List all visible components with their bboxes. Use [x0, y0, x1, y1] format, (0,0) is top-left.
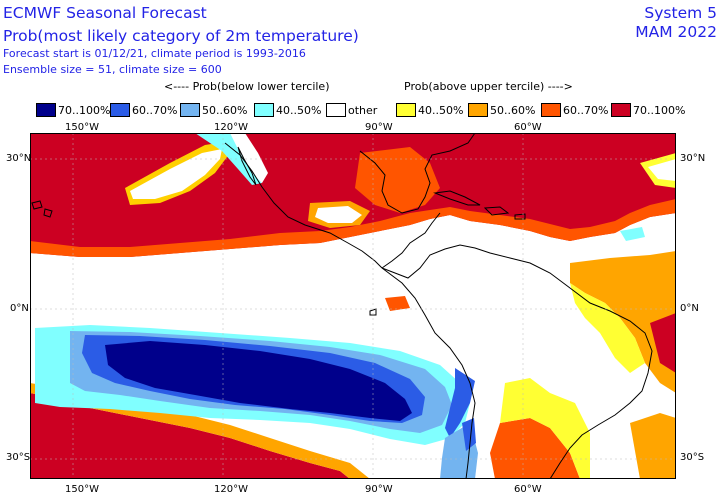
legend-label: 60..70% [563, 103, 609, 117]
system-label: System 5 [644, 4, 717, 22]
legend-label: 70..100% [633, 103, 686, 117]
legend-item: 60..70% [110, 102, 177, 118]
legend-label: other [348, 103, 378, 117]
ensemble-info: Ensemble size = 51, climate size = 600 [3, 63, 222, 76]
mexico-coast-cool [195, 133, 262, 185]
peru-coast-cold [445, 368, 475, 438]
probability-map [30, 133, 676, 479]
legend-swatch [326, 103, 346, 117]
legend-item: 50..60% [180, 102, 247, 118]
lon-label-top: 120°W [214, 122, 248, 133]
below-tercile-caption: <---- Prob(below lower tercile) [164, 80, 330, 93]
map-subtitle: Prob(most likely category of 2m temperat… [3, 27, 359, 45]
south-pacific-warm [30, 393, 350, 479]
atlantic-cool-spot [620, 227, 645, 241]
legend-item: other [326, 102, 377, 118]
legend-item: 40..50% [254, 102, 321, 118]
lon-label-top: 90°W [365, 122, 393, 133]
map-frame [30, 133, 676, 479]
lat-label-right: 0°N [680, 303, 699, 314]
legend-label: 40..50% [418, 103, 464, 117]
legend-swatch [254, 103, 274, 117]
lon-label-bottom: 60°W [514, 484, 542, 495]
coastlines [31, 133, 653, 479]
legend-item: 40..50% [396, 102, 463, 118]
legend-label: 40..50% [276, 103, 322, 117]
chile-coast-deep [462, 418, 476, 451]
lon-label-bottom: 90°W [365, 484, 393, 495]
lon-label-bottom: 150°W [65, 484, 99, 495]
legend-label: 70..100% [58, 103, 111, 117]
lat-label-right: 30°S [680, 452, 705, 463]
legend-swatch [36, 103, 56, 117]
legend-label: 60..70% [132, 103, 178, 117]
southeast-warm [630, 413, 676, 479]
legend-item: 70..100% [36, 102, 110, 118]
lat-label-left: 0°N [10, 303, 29, 314]
legend-swatch [110, 103, 130, 117]
equatorial-pacific-warm [385, 296, 410, 311]
lat-label-left: 30°N [6, 153, 32, 164]
legend-swatch [611, 103, 631, 117]
legend-item: 60..70% [541, 102, 608, 118]
north-fringe-orange [30, 199, 676, 257]
legend-swatch [396, 103, 416, 117]
season-label: MAM 2022 [635, 23, 717, 41]
north-pacific-white [130, 149, 222, 199]
lat-label-left: 30°S [6, 452, 31, 463]
brazil-east-red [650, 313, 676, 373]
forecast-info: Forecast start is 01/12/21, climate peri… [3, 47, 306, 60]
gulf-warm [355, 147, 440, 213]
lon-label-bottom: 120°W [214, 484, 248, 495]
lon-label-top: 60°W [514, 122, 542, 133]
legend-swatch [468, 103, 488, 117]
caribbean-white [315, 206, 362, 223]
above-tercile-caption: Prob(above upper tercile) ----> [404, 80, 573, 93]
legend-item: 70..100% [611, 102, 685, 118]
legend-label: 50..60% [490, 103, 536, 117]
pacific-cold-70-100 [105, 341, 412, 421]
lat-label-right: 30°N [680, 153, 706, 164]
map-title: ECMWF Seasonal Forecast [3, 4, 207, 22]
south-america-yellow [500, 378, 590, 479]
mexico-coast-white [230, 133, 268, 183]
brazil-east-yellow [570, 283, 645, 373]
lon-label-top: 150°W [65, 122, 99, 133]
legend-item: 50..60% [468, 102, 535, 118]
south-america-warm [490, 418, 580, 479]
legend-label: 50..60% [202, 103, 248, 117]
atlantic-white [648, 159, 676, 181]
legend-swatch [541, 103, 561, 117]
legend-swatch [180, 103, 200, 117]
